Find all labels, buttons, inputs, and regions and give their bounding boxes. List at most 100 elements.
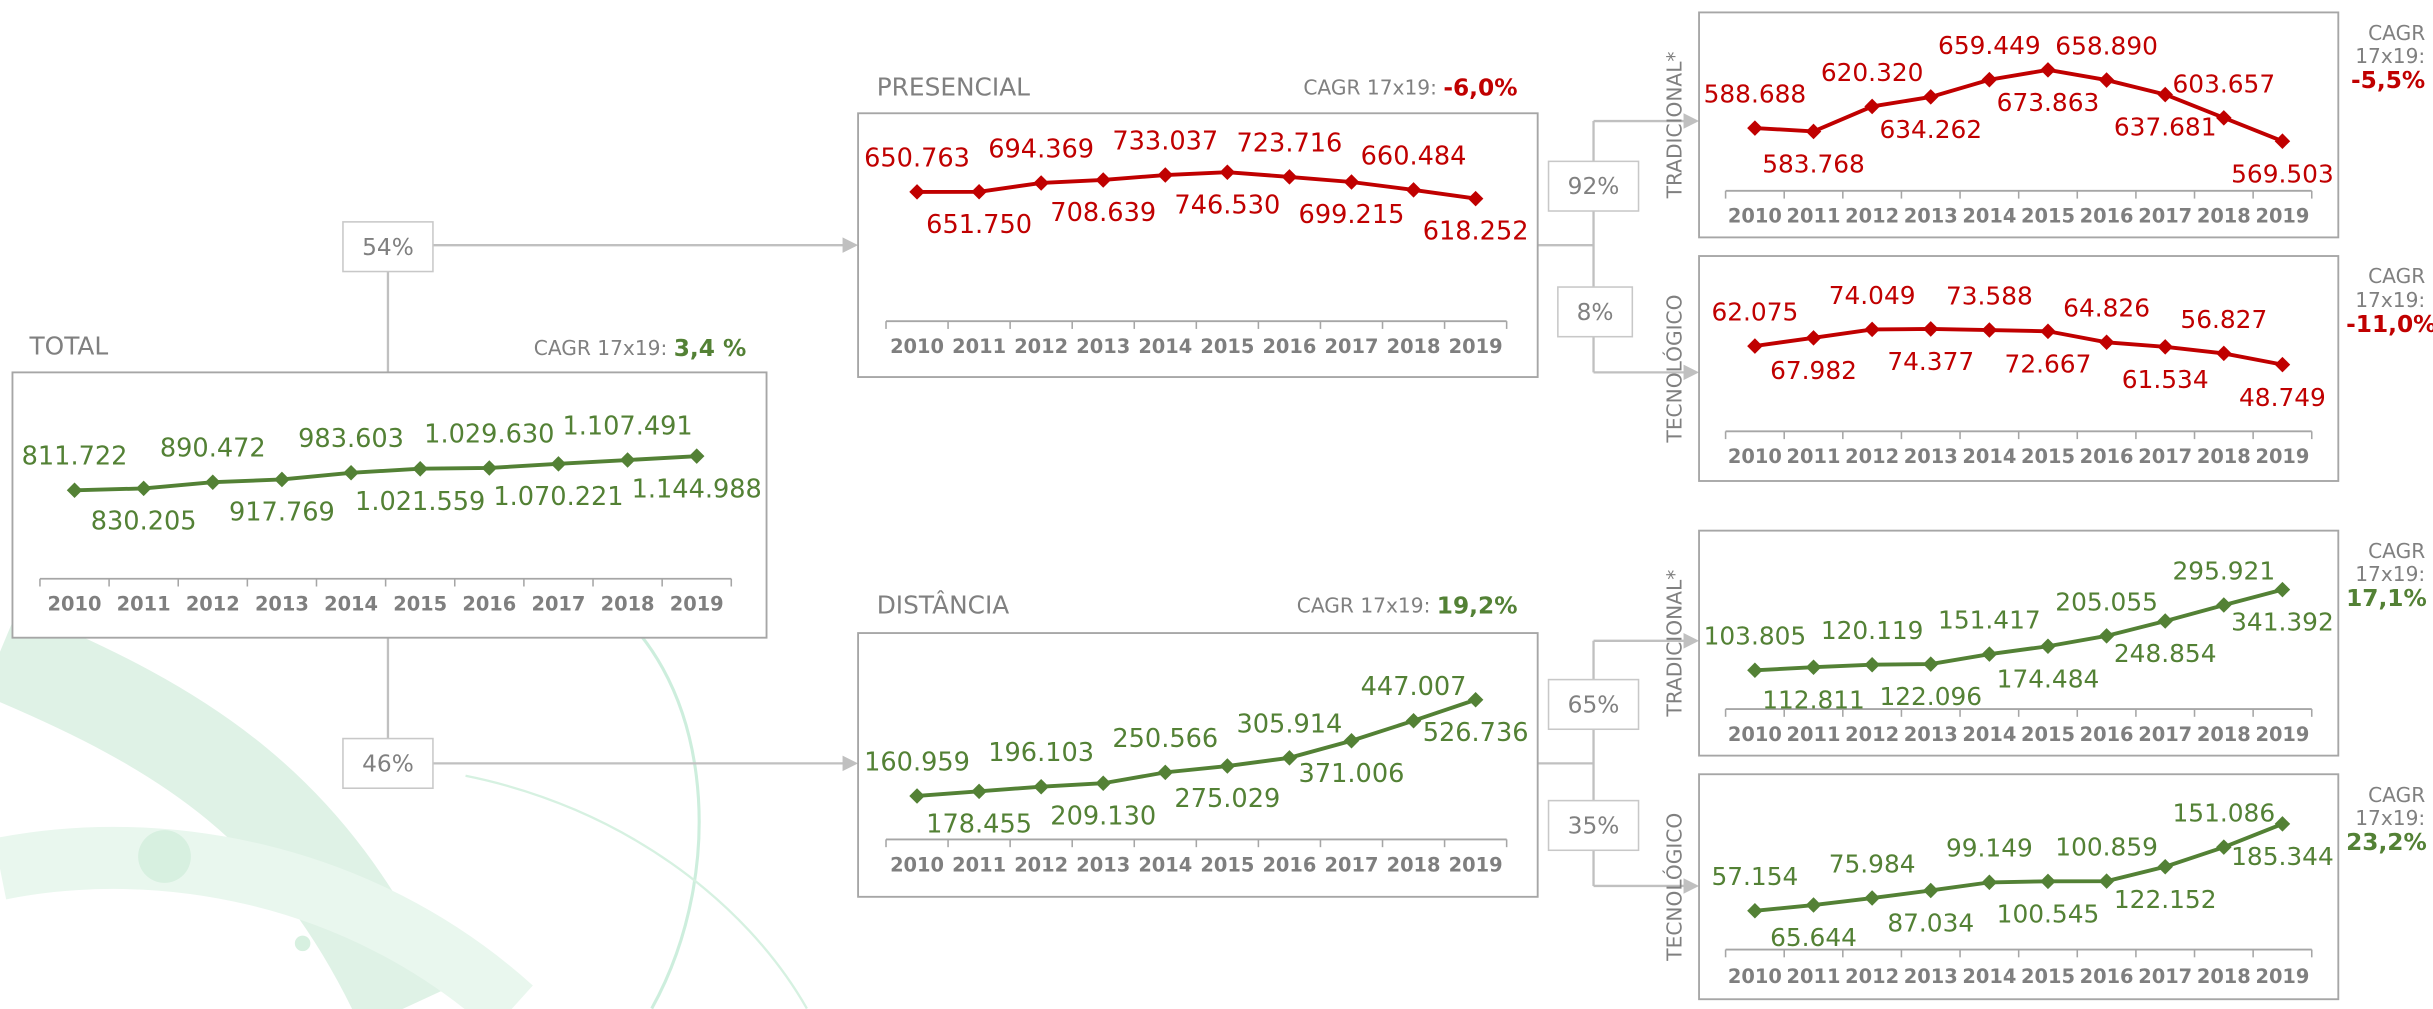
- x-tick-label: 2018: [2197, 445, 2251, 468]
- x-tick-label: 2012: [1845, 723, 1899, 746]
- x-tick-label: 2019: [2255, 205, 2309, 228]
- data-label: 1.107.491: [562, 411, 692, 441]
- data-label: 151.417: [1938, 606, 2041, 635]
- x-tick-label: 2016: [2080, 445, 2134, 468]
- data-label: 811.722: [22, 442, 128, 472]
- data-label: 57.154: [1711, 862, 1798, 891]
- x-tick-label: 2018: [601, 593, 655, 616]
- data-label: 209.130: [1050, 801, 1156, 831]
- x-tick-label: 2018: [1387, 335, 1441, 358]
- cagr-value: 23,2%: [2346, 830, 2425, 857]
- x-tick-label: 2010: [890, 335, 944, 358]
- data-label: 341.392: [2231, 608, 2334, 637]
- data-label: 62.075: [1711, 297, 1798, 326]
- data-label: 99.149: [1946, 834, 2033, 863]
- x-tick-label: 2016: [2080, 723, 2134, 746]
- cagr-label: CAGR 17x19:: [2346, 784, 2425, 830]
- x-tick-label: 2017: [2138, 205, 2192, 228]
- data-label: 248.854: [2114, 639, 2217, 668]
- data-label: 658.890: [2055, 31, 2158, 60]
- data-label: 637.681: [2114, 113, 2217, 142]
- data-label: 983.603: [298, 424, 404, 454]
- chart-title: DISTÂNCIA: [877, 591, 1010, 620]
- x-tick-label: 2014: [1138, 853, 1192, 876]
- cagr-value: -11,0%: [2346, 312, 2425, 339]
- x-tick-label: 2013: [1904, 965, 1958, 988]
- data-label: 620.320: [1821, 58, 1924, 87]
- x-tick-label: 2010: [1728, 965, 1782, 988]
- data-label: 65.644: [1770, 923, 1857, 952]
- data-label: 120.119: [1821, 616, 1924, 645]
- x-tick-label: 2013: [1904, 445, 1958, 468]
- x-tick-label: 2011: [1787, 205, 1841, 228]
- data-label: 1.021.559: [355, 487, 485, 517]
- x-tick-label: 2017: [2138, 965, 2192, 988]
- data-label: 305.914: [1237, 709, 1343, 739]
- share-label: 54%: [362, 234, 414, 261]
- data-label: 160.959: [864, 747, 970, 777]
- x-tick-label: 2016: [1262, 335, 1316, 358]
- x-tick-label: 2015: [2021, 965, 2075, 988]
- data-label: 72.667: [2005, 349, 2092, 378]
- data-label: 67.982: [1770, 356, 1857, 385]
- data-label: 651.750: [926, 210, 1032, 240]
- data-label: 723.716: [1237, 128, 1343, 158]
- cagr-label: CAGR 17x19:: [2346, 540, 2425, 586]
- data-label: 603.657: [2173, 69, 2276, 98]
- x-tick-label: 2014: [1138, 335, 1192, 358]
- data-label: 526.736: [1423, 718, 1529, 748]
- chart-title: PRESENCIAL: [877, 72, 1030, 101]
- data-label: 250.566: [1112, 724, 1218, 754]
- x-tick-label: 2019: [1449, 335, 1503, 358]
- data-label: 87.034: [1887, 909, 1974, 938]
- cagr: CAGR 17x19: 3,4 %: [534, 335, 747, 362]
- x-tick-label: 2011: [117, 593, 171, 616]
- data-label: 1.144.988: [632, 474, 762, 504]
- cagr-value: 19,2%: [1437, 592, 1518, 619]
- cagr: CAGR 17x19:17,1%: [2346, 540, 2425, 613]
- chart-title: TECNOLÓGICO: [1662, 295, 1686, 444]
- cagr-value: -5,5%: [2346, 68, 2425, 95]
- cagr: CAGR 17x19:-11,0%: [2346, 265, 2425, 338]
- data-label: 103.805: [1704, 622, 1807, 651]
- x-tick-label: 2010: [890, 853, 944, 876]
- data-label: 122.152: [2114, 885, 2217, 914]
- x-tick-label: 2011: [1787, 723, 1841, 746]
- cagr: CAGR 17x19:23,2%: [2346, 784, 2425, 857]
- x-tick-label: 2012: [1014, 853, 1068, 876]
- x-tick-label: 2017: [1325, 853, 1379, 876]
- x-tick-label: 2010: [1728, 205, 1782, 228]
- data-label: 196.103: [988, 738, 1094, 768]
- data-label: 650.763: [864, 143, 970, 173]
- x-tick-label: 2016: [2080, 965, 2134, 988]
- x-tick-label: 2019: [2255, 445, 2309, 468]
- share-label: 35%: [1568, 812, 1620, 839]
- cagr: CAGR 17x19: 19,2%: [1297, 592, 1518, 619]
- x-tick-label: 2014: [1962, 445, 2016, 468]
- share-label: 46%: [362, 750, 414, 777]
- x-tick-label: 2013: [1076, 853, 1130, 876]
- x-tick-label: 2019: [2255, 965, 2309, 988]
- cagr-label: CAGR 17x19:: [1303, 75, 1437, 99]
- data-label: 56.827: [2180, 305, 2267, 334]
- data-label: 830.205: [91, 507, 197, 537]
- x-tick-label: 2014: [1962, 965, 2016, 988]
- x-tick-label: 2015: [2021, 205, 2075, 228]
- data-label: 122.096: [1879, 682, 1982, 711]
- x-tick-label: 2018: [2197, 723, 2251, 746]
- x-tick-label: 2018: [1387, 853, 1441, 876]
- data-label: 917.769: [229, 498, 335, 528]
- x-tick-label: 2012: [1845, 445, 1899, 468]
- data-label: 618.252: [1423, 217, 1529, 247]
- data-label: 659.449: [1938, 31, 2041, 60]
- diagram: 54%46%92%8%65%35%TOTALCAGR 17x19: 3,4 %2…: [0, 0, 2433, 1009]
- x-tick-label: 2014: [1962, 205, 2016, 228]
- data-label: 1.029.630: [424, 419, 554, 449]
- x-tick-label: 2019: [2255, 723, 2309, 746]
- x-tick-label: 2012: [1845, 205, 1899, 228]
- chart-title: TRADICIONAL*: [1662, 51, 1686, 199]
- data-label: 1.070.221: [493, 482, 623, 512]
- data-label: 295.921: [2173, 556, 2276, 585]
- data-label: 151.086: [2173, 799, 2276, 828]
- x-tick-label: 2010: [1728, 445, 1782, 468]
